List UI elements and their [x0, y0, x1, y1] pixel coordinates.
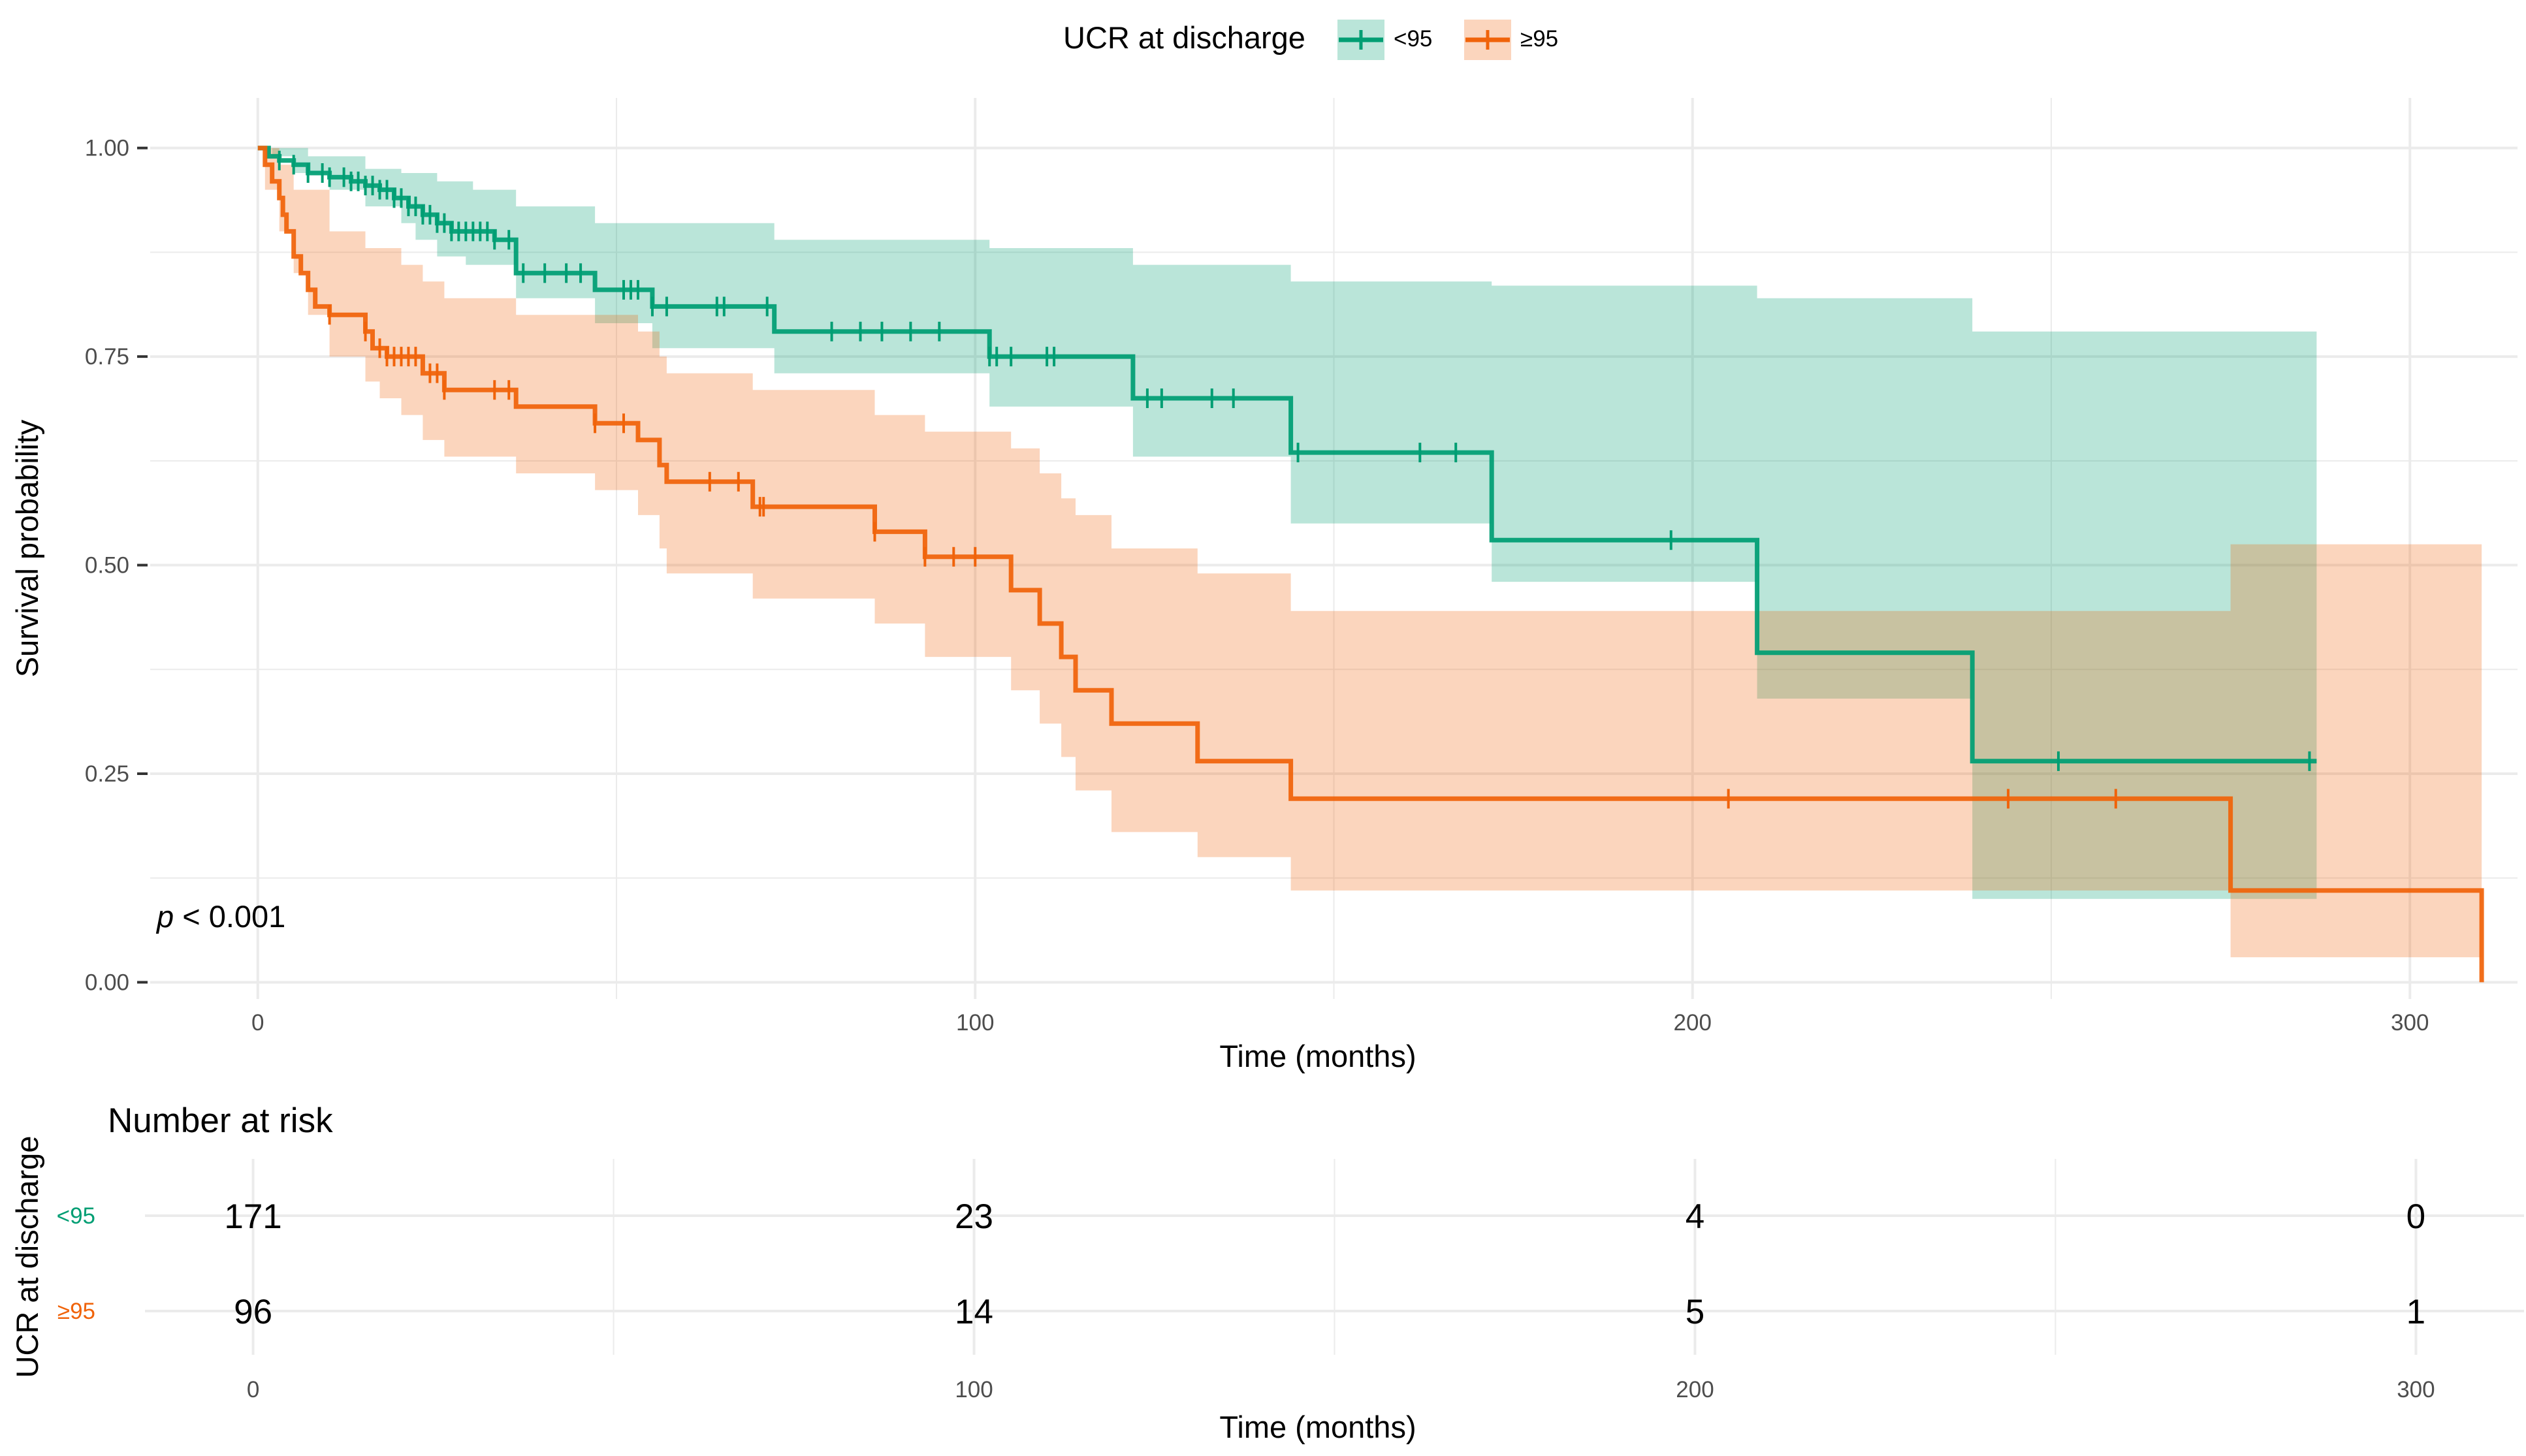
risk-x-axis-title: Time (months): [1219, 1410, 1416, 1444]
risk-y-axis-title: UCR at discharge: [10, 1136, 44, 1378]
x-tick-label: 200: [1674, 1010, 1712, 1036]
y-tick-label: 0.50: [85, 553, 129, 578]
risk-count-ge95: 96: [234, 1293, 272, 1331]
confidence-bands: [257, 148, 2482, 958]
y-tick-label: 0.75: [85, 344, 129, 370]
risk-row-label-lt95: <95: [57, 1203, 95, 1229]
confidence-band-lt95: [257, 148, 2317, 899]
y-tick-label: 0.00: [85, 970, 129, 995]
x-tick-label: 0: [251, 1010, 264, 1036]
censor-marks: [278, 150, 2311, 809]
risk-count-lt95: 171: [224, 1197, 281, 1236]
risk-x-tick-label: 100: [955, 1377, 993, 1402]
legend-label-lt95: <95: [1394, 26, 1432, 52]
risk-row-label-ge95: ≥95: [57, 1299, 95, 1324]
legend-title: UCR at discharge: [1063, 20, 1305, 55]
risk-count-lt95: 0: [2406, 1197, 2425, 1236]
confidence-band-ge95: [257, 148, 2482, 958]
risk-count-ge95: 14: [955, 1293, 993, 1331]
risk-table: Number at risk UCR at discharge Time (mont…: [10, 1101, 2524, 1444]
legend-label-ge95: ≥95: [1520, 26, 1558, 52]
risk-x-tick-label: 200: [1676, 1377, 1714, 1402]
p-value-italic: p: [155, 899, 174, 934]
legend: UCR at discharge <95 ≥95: [1063, 20, 1558, 60]
survival-plot: 0.00 0.25 0.50 0.75 1.00 0 100 200 300 Time (mont…: [10, 98, 2518, 1073]
risk-count-ge95: 1: [2406, 1293, 2425, 1331]
risk-x-tick-label: 300: [2397, 1377, 2435, 1402]
risk-count-ge95: 5: [1686, 1293, 1704, 1331]
x-axis-title: Time (months): [1219, 1039, 1416, 1073]
y-tick-label: 0.25: [85, 761, 129, 787]
plot-axes: 0.00 0.25 0.50 0.75 1.00 0 100 200 300 Time (mont…: [10, 136, 2429, 1073]
y-tick-label: 1.00: [85, 136, 129, 161]
p-value-text: < 0.001: [174, 899, 285, 934]
survival-curve-ge95: [257, 146, 2484, 983]
risk-count-lt95: 23: [955, 1197, 993, 1236]
x-tick-label: 300: [2391, 1010, 2429, 1036]
x-tick-label: 100: [956, 1010, 994, 1036]
risk-count-lt95: 4: [1686, 1197, 1704, 1236]
y-axis-title: Survival probability: [10, 419, 44, 677]
risk-x-tick-label: 0: [247, 1377, 259, 1402]
p-value-annotation: p < 0.001: [155, 899, 285, 934]
risk-table-title: Number at risk: [108, 1101, 333, 1140]
